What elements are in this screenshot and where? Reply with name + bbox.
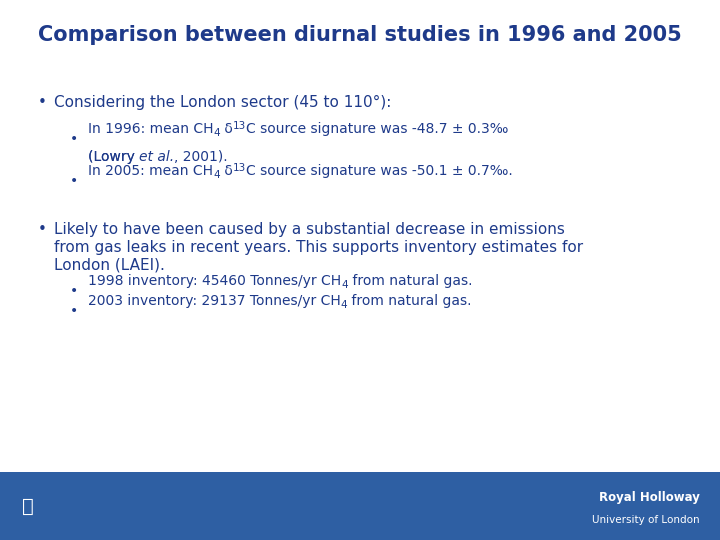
Text: (Lowry: (Lowry [88,150,139,164]
Text: •: • [70,174,78,188]
Text: from natural gas.: from natural gas. [348,274,472,288]
Text: 4: 4 [341,280,348,290]
Text: 4: 4 [213,170,220,180]
Text: δ: δ [220,122,233,136]
Text: from natural gas.: from natural gas. [347,294,472,308]
Text: •: • [38,222,47,237]
Text: Considering the London sector (45 to 110°):: Considering the London sector (45 to 110… [54,95,392,110]
Text: (Lowry: (Lowry [88,150,139,164]
Text: 13: 13 [233,163,246,173]
Text: et al.: et al. [139,150,174,164]
Text: University of London: University of London [593,515,700,524]
Text: Likely to have been caused by a substantial decrease in emissions: Likely to have been caused by a substant… [54,222,565,237]
Text: Royal Holloway: Royal Holloway [599,491,700,504]
Text: London (LAEI).: London (LAEI). [54,258,165,273]
Text: 🏰: 🏰 [22,496,34,516]
Text: •: • [38,95,47,110]
Text: •: • [70,284,78,298]
Text: C source signature was -48.7 ± 0.3‰: C source signature was -48.7 ± 0.3‰ [246,122,508,136]
Text: 1998 inventory: 45460 Tonnes/yr CH: 1998 inventory: 45460 Tonnes/yr CH [88,274,341,288]
Text: Comparison between diurnal studies in 1996 and 2005: Comparison between diurnal studies in 19… [38,25,682,45]
Text: 4: 4 [341,300,347,310]
Text: •: • [70,304,78,318]
Text: δ: δ [220,164,233,178]
Text: 2003 inventory: 29137 Tonnes/yr CH: 2003 inventory: 29137 Tonnes/yr CH [88,294,341,308]
Text: , 2001).: , 2001). [174,150,228,164]
Text: In 2005: mean CH: In 2005: mean CH [88,164,213,178]
Text: from gas leaks in recent years. This supports inventory estimates for: from gas leaks in recent years. This sup… [54,240,583,255]
Text: In 1996: mean CH: In 1996: mean CH [88,122,214,136]
Bar [0,472,720,540]
Text: 13: 13 [233,121,246,131]
Text: C source signature was -50.1 ± 0.7‰.: C source signature was -50.1 ± 0.7‰. [246,164,513,178]
Text: 4: 4 [214,128,220,138]
Text: •: • [70,132,78,146]
